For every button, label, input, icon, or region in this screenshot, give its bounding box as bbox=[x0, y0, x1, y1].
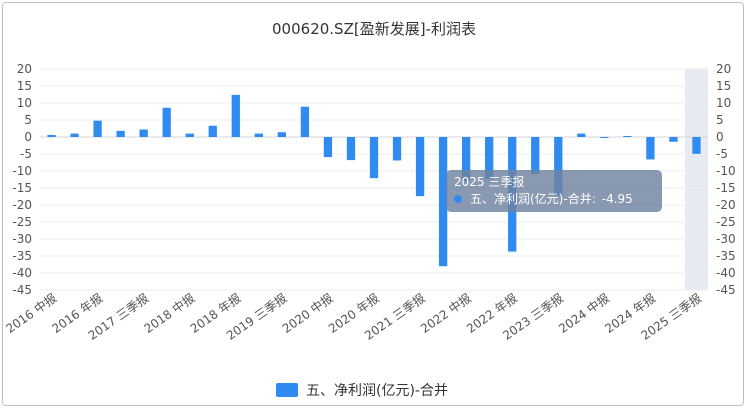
tooltip-value: -4.95 bbox=[601, 192, 633, 206]
bar bbox=[369, 137, 379, 179]
y-tick-label-right: -30 bbox=[716, 232, 736, 246]
y-tick-label-left: 0 bbox=[24, 130, 32, 144]
hover-highlight-band bbox=[684, 69, 708, 290]
bar bbox=[392, 137, 402, 161]
legend-swatch bbox=[276, 383, 298, 397]
bar bbox=[300, 106, 310, 137]
bar bbox=[139, 129, 148, 137]
bar bbox=[70, 133, 79, 137]
bar bbox=[692, 137, 701, 154]
tooltip-series-label: 五、净利润(亿元)-合并: bbox=[470, 192, 596, 206]
x-tick-label: 2018 中报 bbox=[141, 290, 197, 336]
bar bbox=[438, 137, 448, 267]
bar bbox=[623, 135, 632, 137]
y-tick-label-left: -30 bbox=[12, 232, 32, 246]
bar bbox=[600, 137, 609, 138]
bar bbox=[162, 107, 171, 137]
y-tick-label-left: -35 bbox=[12, 249, 32, 263]
bar bbox=[415, 137, 425, 197]
y-tick-label-right: 10 bbox=[716, 96, 731, 110]
bar bbox=[116, 130, 125, 137]
y-tick-label-left: 20 bbox=[17, 62, 32, 76]
bar bbox=[669, 137, 678, 142]
bar bbox=[577, 133, 586, 137]
x-tick-label: 2022 中报 bbox=[417, 290, 473, 336]
bar bbox=[554, 137, 563, 196]
y-tick-label-right: -10 bbox=[716, 164, 736, 178]
bar bbox=[461, 137, 471, 182]
bar bbox=[231, 94, 240, 137]
y-tick-label-left: -15 bbox=[12, 181, 32, 195]
x-tick-label: 2020 中报 bbox=[279, 290, 335, 336]
y-tick-label-left: -40 bbox=[12, 266, 32, 280]
y-tick-label-right: 0 bbox=[716, 130, 724, 144]
y-tick-label-right: -40 bbox=[716, 266, 736, 280]
y-tick-label-right: -25 bbox=[716, 215, 736, 229]
bar bbox=[208, 125, 217, 137]
y-tick-label-right: 15 bbox=[716, 79, 731, 93]
y-tick-label-left: -10 bbox=[12, 164, 32, 178]
bar bbox=[346, 137, 356, 161]
y-tick-label-left: -25 bbox=[12, 215, 32, 229]
y-tick-label-right: -35 bbox=[716, 249, 736, 263]
y-tick-label-right: 5 bbox=[716, 113, 724, 127]
y-tick-label-right: 20 bbox=[716, 62, 731, 76]
tooltip-row: 五、净利润(亿元)-合并: -4.95 bbox=[454, 190, 654, 208]
y-tick-label-left: -5 bbox=[20, 147, 32, 161]
y-tick-label-left: 5 bbox=[24, 113, 32, 127]
bar bbox=[531, 137, 540, 175]
y-tick-label-right: -5 bbox=[716, 147, 728, 161]
y-tick-label-right: -45 bbox=[716, 283, 736, 297]
bar bbox=[323, 137, 333, 158]
y-tick-label-right: -15 bbox=[716, 181, 736, 195]
bar bbox=[646, 137, 655, 160]
tooltip: 2025 三季报 五、净利润(亿元)-合并: -4.95 bbox=[446, 170, 662, 212]
tooltip-title: 2025 三季报 bbox=[454, 175, 525, 189]
legend-label: 五、净利润(亿元)-合并 bbox=[306, 383, 448, 399]
x-tick-label: 2024 中报 bbox=[556, 290, 612, 336]
tooltip-series-dot bbox=[454, 195, 462, 203]
bar bbox=[254, 133, 263, 137]
y-tick-label-left: 15 bbox=[17, 79, 32, 93]
bar bbox=[93, 120, 102, 137]
x-tick-label: 2016 中报 bbox=[3, 290, 59, 336]
legend[interactable]: 五、净利润(亿元)-合并 bbox=[276, 380, 448, 400]
chart-title: 000620.SZ[盈新发展]-利润表 bbox=[272, 20, 476, 38]
bar bbox=[485, 137, 494, 179]
bar bbox=[185, 133, 194, 137]
y-tick-label-right: -20 bbox=[716, 198, 736, 212]
y-tick-label-left: -45 bbox=[12, 283, 32, 297]
y-tick-label-left: 10 bbox=[17, 96, 32, 110]
bar bbox=[47, 134, 56, 137]
bar bbox=[277, 132, 287, 137]
y-tick-label-left: -20 bbox=[12, 198, 32, 212]
